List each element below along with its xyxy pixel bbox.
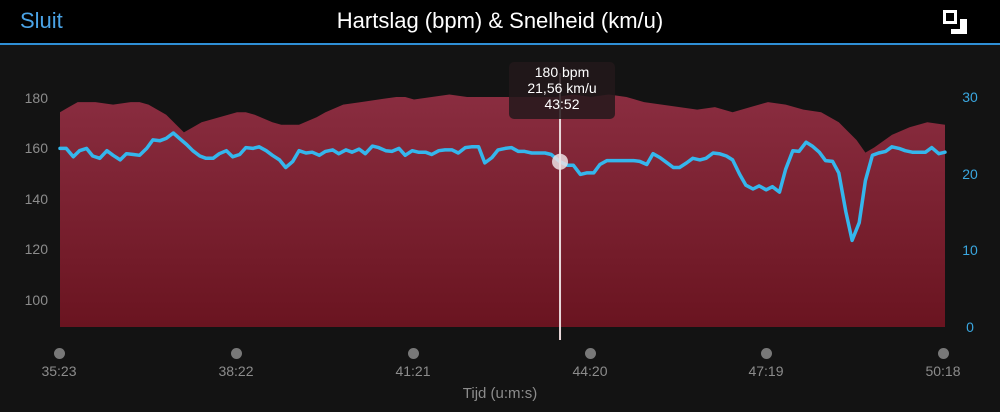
tooltip-speed: 21,56 km/u — [527, 80, 597, 96]
x-tick-marker[interactable] — [54, 348, 65, 359]
y-left-tick: 160 — [24, 140, 48, 156]
fullscreen-toggle-icon — [943, 10, 967, 34]
y-left-tick: 180 — [24, 90, 48, 106]
y-left-tick: 120 — [24, 241, 48, 257]
fullscreen-toggle-button[interactable] — [942, 9, 968, 35]
x-tick-label: 50:18 — [925, 363, 961, 379]
x-tick-label: 44:20 — [572, 363, 608, 379]
page-title: Hartslag (bpm) & Snelheid (km/u) — [336, 8, 664, 33]
y-right-tick: 0 — [966, 319, 974, 335]
x-axis-title: Tijd (u:m:s) — [462, 385, 538, 402]
x-tick-label: 38:22 — [218, 363, 254, 379]
x-tick-marker[interactable] — [761, 348, 772, 359]
x-tick-label: 47:19 — [748, 363, 784, 379]
chart-container: 180 bpm 21,56 km/u 43:52 180 160 140 120… — [0, 45, 1000, 412]
heart-rate-area — [60, 94, 945, 327]
x-tick-marker[interactable] — [231, 348, 242, 359]
x-tick-marker[interactable] — [408, 348, 419, 359]
tooltip-time: 43:52 — [544, 96, 580, 112]
y-right-tick: 10 — [962, 242, 978, 258]
tooltip-heart-rate: 180 bpm — [534, 64, 590, 80]
x-tick-marker[interactable] — [938, 348, 949, 359]
x-tick-label: 41:21 — [395, 363, 431, 379]
y-right-tick: 20 — [962, 166, 978, 182]
top-bar: Sluit Hartslag (bpm) & Snelheid (km/u) — [0, 0, 1000, 45]
chart-plot[interactable] — [0, 45, 1000, 412]
data-tooltip: 180 bpm 21,56 km/u 43:52 — [509, 62, 615, 119]
speed-line — [58, 131, 947, 243]
close-button[interactable]: Sluit — [20, 8, 63, 33]
cursor-handle[interactable] — [552, 153, 569, 170]
x-tick-marker[interactable] — [585, 348, 596, 359]
x-tick-label: 35:23 — [41, 363, 77, 379]
y-left-tick: 140 — [24, 191, 48, 207]
y-left-tick: 100 — [24, 292, 48, 308]
y-right-tick: 30 — [962, 89, 978, 105]
